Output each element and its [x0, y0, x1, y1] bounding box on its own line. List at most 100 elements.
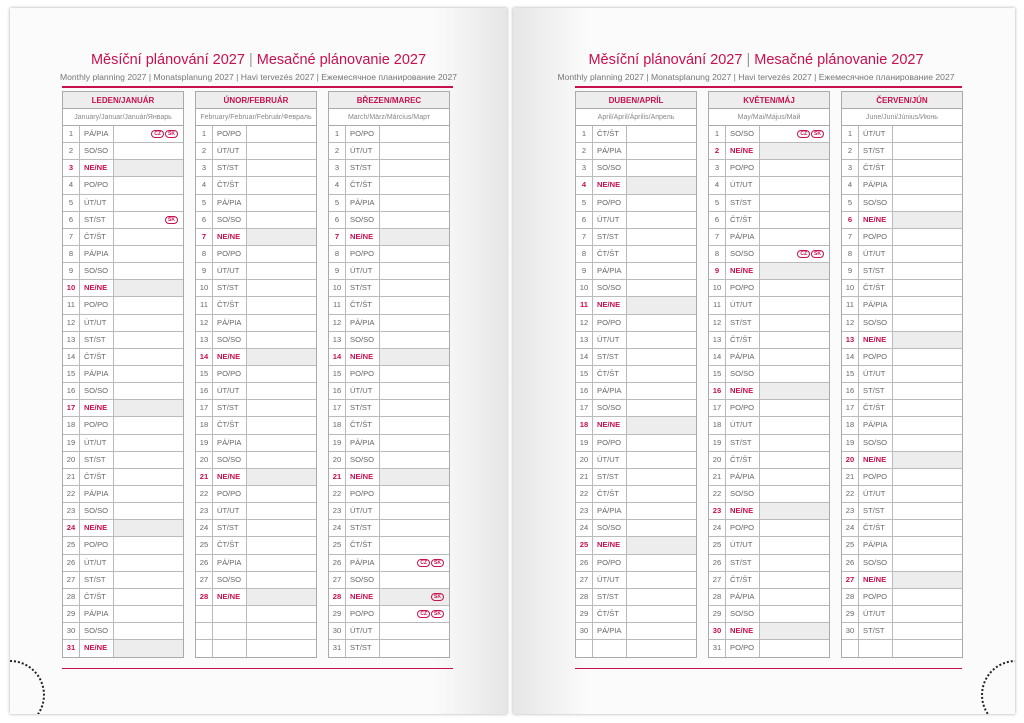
note-cell[interactable]: [247, 332, 316, 348]
note-cell[interactable]: [247, 452, 316, 468]
note-cell[interactable]: [627, 297, 696, 314]
note-cell[interactable]: [114, 349, 183, 365]
note-cell[interactable]: [114, 297, 183, 313]
note-cell[interactable]: [380, 177, 449, 193]
note-cell[interactable]: [247, 315, 316, 331]
note-cell[interactable]: [380, 366, 449, 382]
note-cell[interactable]: [893, 160, 962, 176]
note-cell[interactable]: [627, 383, 696, 399]
note-cell[interactable]: [114, 160, 183, 177]
note-cell[interactable]: [380, 263, 449, 279]
note-cell[interactable]: [380, 400, 449, 416]
note-cell[interactable]: [627, 160, 696, 176]
note-cell[interactable]: [627, 486, 696, 502]
note-cell[interactable]: [893, 623, 962, 639]
note-cell[interactable]: [760, 143, 829, 160]
note-cell[interactable]: [760, 349, 829, 365]
note-cell[interactable]: [760, 623, 829, 640]
note-cell[interactable]: [114, 589, 183, 605]
note-cell[interactable]: [760, 160, 829, 176]
note-cell[interactable]: [247, 400, 316, 416]
note-cell[interactable]: [893, 451, 962, 468]
note-cell[interactable]: [760, 503, 829, 520]
note-cell[interactable]: [893, 537, 962, 553]
note-cell[interactable]: CZ SK: [114, 126, 183, 142]
note-cell[interactable]: [114, 469, 183, 485]
note-cell[interactable]: [893, 297, 962, 313]
note-cell[interactable]: [760, 383, 829, 400]
note-cell[interactable]: [627, 606, 696, 622]
note-cell[interactable]: [247, 263, 316, 279]
note-cell[interactable]: [247, 588, 316, 605]
note-cell[interactable]: [893, 211, 962, 228]
note-cell[interactable]: [893, 435, 962, 451]
note-cell[interactable]: [380, 417, 449, 433]
note-cell[interactable]: [380, 228, 449, 245]
note-cell[interactable]: [760, 469, 829, 485]
note-cell[interactable]: [114, 366, 183, 382]
note-cell[interactable]: [893, 469, 962, 485]
note-cell[interactable]: [627, 366, 696, 382]
note-cell[interactable]: [893, 246, 962, 262]
note-cell[interactable]: [114, 503, 183, 519]
note-cell[interactable]: [627, 332, 696, 348]
note-cell[interactable]: [247, 435, 316, 451]
note-cell[interactable]: [760, 452, 829, 468]
note-cell[interactable]: [893, 571, 962, 588]
note-cell[interactable]: [627, 537, 696, 554]
note-cell[interactable]: [247, 160, 316, 176]
note-cell[interactable]: [760, 486, 829, 502]
note-cell[interactable]: [760, 435, 829, 451]
note-cell[interactable]: [380, 623, 449, 639]
note-cell[interactable]: [247, 348, 316, 365]
note-cell[interactable]: [114, 555, 183, 571]
note-cell[interactable]: [247, 228, 316, 245]
note-cell[interactable]: [114, 572, 183, 588]
note-cell[interactable]: CZ SK: [760, 246, 829, 262]
note-cell[interactable]: [114, 435, 183, 451]
note-cell[interactable]: [380, 297, 449, 313]
note-cell[interactable]: [893, 589, 962, 605]
note-cell[interactable]: [380, 212, 449, 228]
note-cell[interactable]: [114, 640, 183, 658]
note-cell[interactable]: [114, 177, 183, 193]
note-cell[interactable]: [893, 195, 962, 211]
note-cell[interactable]: [380, 315, 449, 331]
note-cell[interactable]: [114, 332, 183, 348]
note-cell[interactable]: [627, 555, 696, 571]
note-cell[interactable]: [760, 195, 829, 211]
note-cell[interactable]: [893, 229, 962, 245]
note-cell[interactable]: [893, 606, 962, 622]
note-cell[interactable]: [380, 143, 449, 159]
note-cell[interactable]: [893, 126, 962, 142]
note-cell[interactable]: [247, 468, 316, 485]
note-cell[interactable]: [114, 315, 183, 331]
note-cell[interactable]: [893, 177, 962, 193]
note-cell[interactable]: [760, 229, 829, 245]
note-cell[interactable]: [114, 195, 183, 211]
note-cell[interactable]: SK: [380, 588, 449, 605]
note-cell[interactable]: [247, 555, 316, 571]
note-cell[interactable]: [114, 143, 183, 159]
note-cell[interactable]: [114, 520, 183, 537]
note-cell[interactable]: [380, 468, 449, 485]
note-cell[interactable]: [380, 435, 449, 451]
note-cell[interactable]: [627, 229, 696, 245]
note-cell[interactable]: [893, 503, 962, 519]
note-cell[interactable]: [893, 383, 962, 399]
note-cell[interactable]: [380, 572, 449, 588]
note-cell[interactable]: [380, 332, 449, 348]
note-cell[interactable]: [247, 126, 316, 142]
note-cell[interactable]: [247, 486, 316, 502]
note-cell[interactable]: [114, 537, 183, 553]
note-cell[interactable]: [760, 263, 829, 280]
note-cell[interactable]: [627, 503, 696, 519]
note-cell[interactable]: [627, 435, 696, 451]
note-cell[interactable]: [760, 366, 829, 382]
note-cell[interactable]: [627, 572, 696, 588]
note-cell[interactable]: [893, 555, 962, 571]
note-cell[interactable]: [114, 486, 183, 502]
note-cell[interactable]: [380, 160, 449, 176]
note-cell[interactable]: [760, 212, 829, 228]
note-cell[interactable]: [760, 400, 829, 416]
